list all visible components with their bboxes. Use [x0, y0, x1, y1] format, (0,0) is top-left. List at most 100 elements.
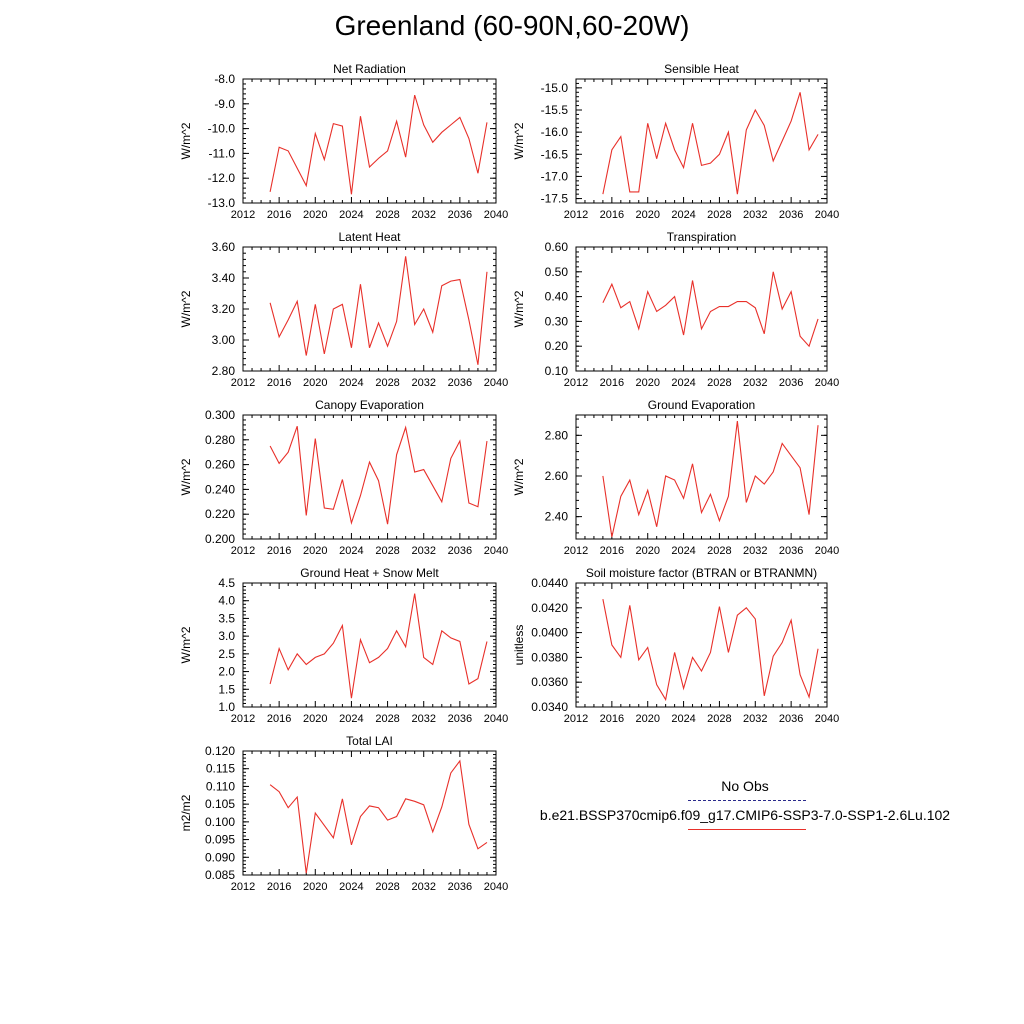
y-tick-label: 0.0400	[531, 626, 568, 640]
series-line-1	[269, 593, 488, 699]
x-tick-label: 2024	[339, 209, 363, 221]
legend-entry-obs-label: No Obs	[721, 778, 769, 794]
y-tick-label: 2.80	[545, 428, 569, 442]
x-tick-label: 2012	[231, 713, 255, 725]
y-tick-label: 0.100	[205, 815, 235, 829]
x-tick-label: 2024	[671, 209, 695, 221]
y-axis-label: W/m^2	[512, 122, 526, 159]
x-tick-label: 2040	[484, 209, 508, 221]
x-tick-label: 2028	[375, 713, 399, 725]
series-line-1	[602, 421, 819, 538]
x-tick-label: 2016	[267, 881, 291, 893]
panel-title: Soil moisture factor (BTRAN or BTRANMN)	[586, 566, 817, 580]
series-line-1	[269, 256, 488, 365]
y-tick-label: 0.0380	[531, 650, 568, 664]
x-tick-label: 2032	[743, 209, 767, 221]
y-tick-label: 0.110	[206, 779, 235, 793]
x-tick-label: 2020	[303, 377, 327, 389]
y-tick-label: 0.200	[205, 532, 235, 546]
series-line-1	[602, 92, 819, 195]
x-tick-label: 2032	[411, 209, 435, 221]
y-tick-label: 0.085	[205, 868, 235, 882]
y-tick-label: 0.30	[545, 314, 569, 328]
x-tick-label: 2020	[635, 377, 659, 389]
y-tick-label: -15.5	[541, 103, 569, 117]
x-tick-label: 2040	[815, 209, 839, 221]
y-tick-label: -9.0	[214, 97, 235, 111]
y-tick-label: -17.5	[541, 192, 569, 206]
x-tick-label: 2012	[231, 881, 255, 893]
y-tick-label: 0.090	[205, 850, 235, 864]
y-tick-label: 0.0420	[531, 601, 568, 615]
x-tick-label: 2036	[448, 881, 472, 893]
y-tick-label: 3.60	[212, 240, 236, 254]
chart-panel-7: Ground Heat + Snow Melt W/m^2 2012 2016 2020…	[179, 566, 508, 725]
panel-title: Ground Evaporation	[648, 398, 755, 412]
plot-frame	[575, 582, 828, 708]
y-tick-label: 1.0	[218, 700, 235, 714]
y-tick-label: 2.5	[218, 647, 235, 661]
legend-entry-model-label: b.e21.BSSP370cmip6.f09_g17.CMIP6-SSP3-7.…	[539, 807, 951, 823]
plot-frame	[575, 78, 828, 204]
y-tick-label: 0.300	[205, 408, 235, 422]
x-tick-label: 2020	[635, 209, 659, 221]
y-tick-label: 2.0	[218, 665, 235, 679]
y-tick-label: 0.40	[545, 290, 569, 304]
y-axis-label: W/m^2	[179, 626, 193, 663]
y-tick-label: -15.0	[541, 81, 569, 95]
x-tick-label: 2040	[815, 545, 839, 557]
y-tick-label: 2.40	[545, 510, 569, 524]
panel-title: Sensible Heat	[664, 62, 739, 76]
plot-frame	[242, 414, 497, 540]
x-tick-label: 2012	[564, 209, 588, 221]
x-tick-label: 2028	[707, 209, 731, 221]
x-tick-label: 2032	[411, 713, 435, 725]
x-tick-label: 2028	[707, 377, 731, 389]
chart-panel-2: Sensible Heat W/m^2 2012 2016 2020 2024 2028 20…	[512, 62, 839, 221]
x-tick-label: 2036	[448, 713, 472, 725]
x-tick-label: 2024	[671, 545, 695, 557]
y-axis-label: W/m^2	[179, 458, 193, 495]
panel-title: Total LAI	[346, 734, 393, 748]
x-tick-label: 2012	[564, 377, 588, 389]
y-tick-label: -11.0	[209, 146, 236, 160]
y-tick-label: -12.0	[208, 171, 236, 185]
y-tick-label: 2.80	[212, 364, 236, 378]
x-tick-label: 2036	[779, 377, 803, 389]
chart-panel-8: Soil moisture factor (BTRAN or BTRANMN) u…	[512, 566, 839, 725]
y-axis-label: W/m^2	[179, 122, 193, 159]
x-tick-label: 2040	[484, 713, 508, 725]
y-tick-label: 0.120	[205, 744, 235, 758]
x-tick-label: 2016	[267, 545, 291, 557]
legend-entry-obs-line	[688, 800, 806, 801]
x-tick-label: 2024	[339, 713, 363, 725]
y-tick-label: 0.260	[205, 458, 235, 472]
x-tick-label: 2016	[267, 377, 291, 389]
y-tick-label: 3.00	[212, 333, 236, 347]
y-tick-label: 0.105	[205, 797, 235, 811]
x-tick-label: 2024	[671, 377, 695, 389]
x-tick-label: 2024	[339, 377, 363, 389]
series-line-1	[269, 94, 488, 195]
chart-panel-1: Net Radiation W/m^2 2012 2016 2020 2024 2028 20…	[179, 62, 508, 221]
series-line-1	[602, 599, 819, 702]
x-tick-label: 2012	[231, 209, 255, 221]
y-tick-label: 0.240	[205, 482, 235, 496]
x-tick-label: 2032	[743, 377, 767, 389]
y-axis-label: W/m^2	[512, 290, 526, 327]
x-tick-label: 2040	[815, 377, 839, 389]
x-tick-label: 2028	[375, 545, 399, 557]
y-tick-label: 0.50	[545, 265, 569, 279]
x-tick-label: 2036	[779, 713, 803, 725]
y-tick-label: 0.10	[545, 364, 569, 378]
y-axis-label: W/m^2	[512, 458, 526, 495]
x-tick-label: 2028	[375, 881, 399, 893]
x-tick-label: 2012	[231, 377, 255, 389]
x-tick-label: 2024	[339, 545, 363, 557]
plot-frame	[575, 246, 828, 372]
x-tick-label: 2032	[411, 881, 435, 893]
x-tick-label: 2016	[600, 377, 624, 389]
panel-title: Latent Heat	[338, 230, 401, 244]
x-tick-label: 2016	[600, 713, 624, 725]
